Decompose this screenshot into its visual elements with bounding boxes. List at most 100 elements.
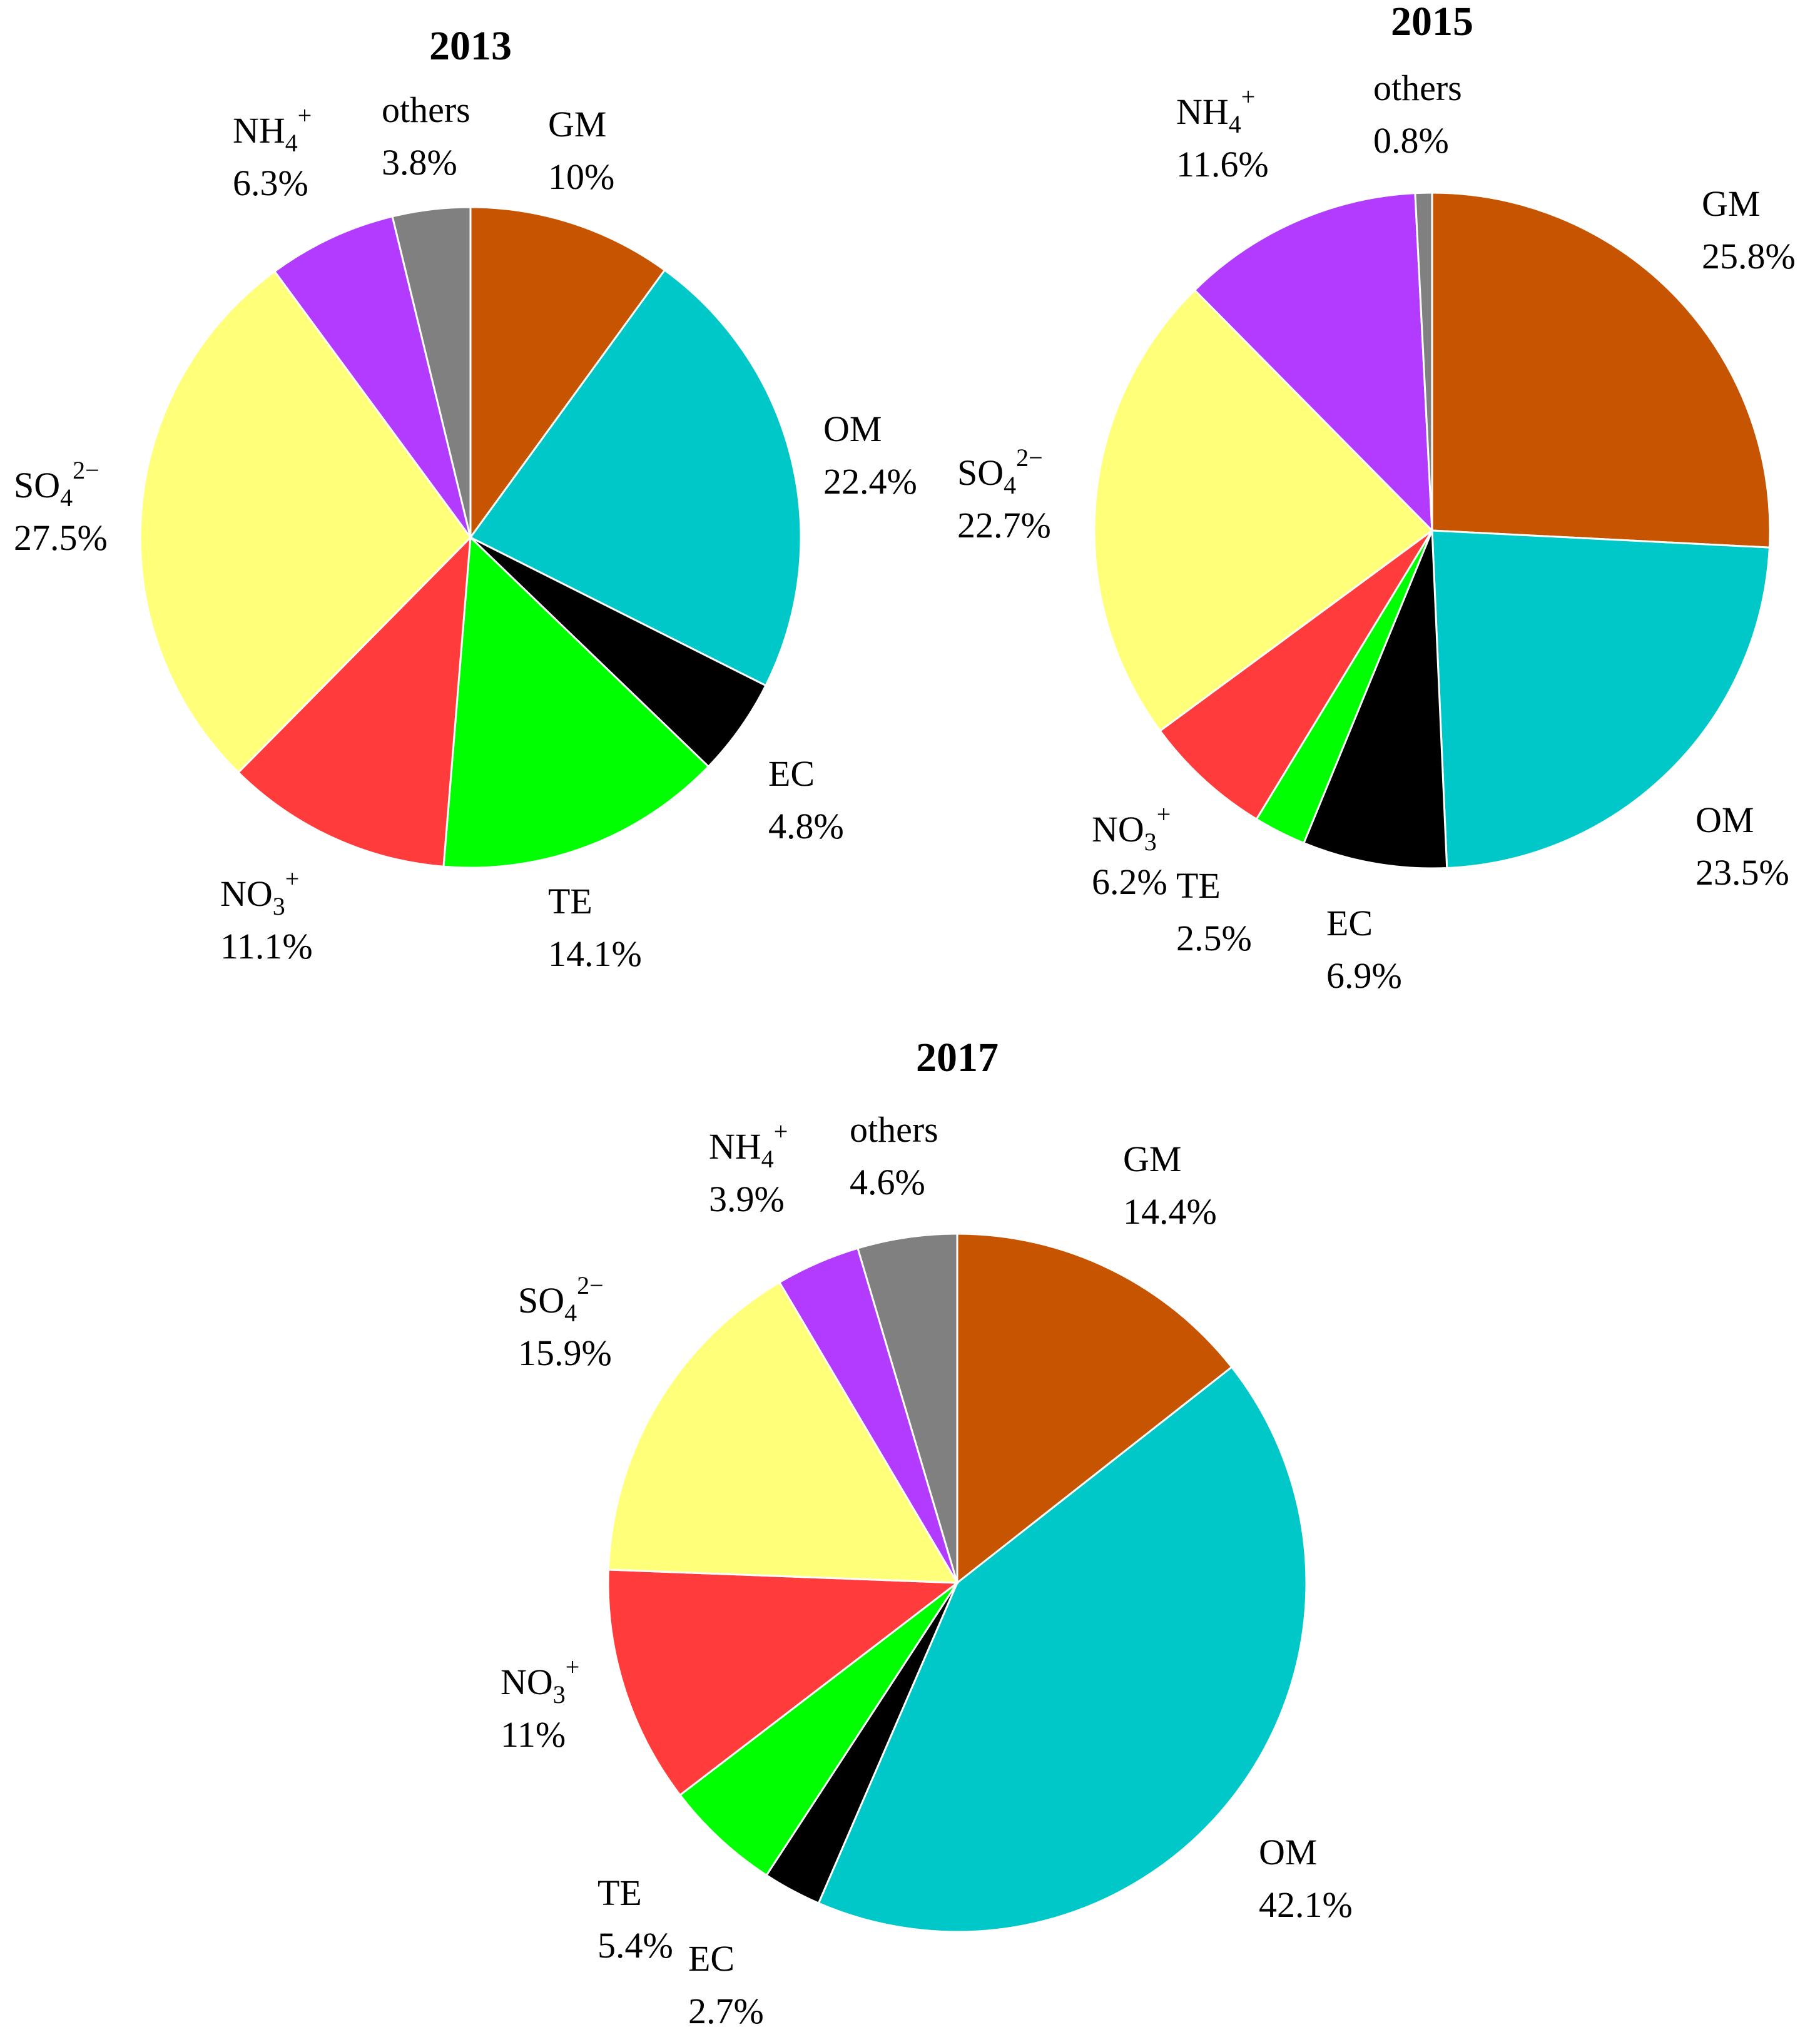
slice-percent: 10% (548, 156, 614, 197)
slice-label-gm: GM 10% (548, 104, 614, 197)
slice-label-so4: SO42− 27.5% (14, 456, 108, 558)
slice-percent: 22.4% (823, 461, 917, 502)
slice-label-om: OM 42.1% (1259, 1832, 1353, 1925)
slice-percent: 42.1% (1259, 1884, 1353, 1925)
pie-slice-no3 (607, 1568, 960, 1797)
slice-percent: 6.9% (1326, 955, 1402, 996)
slice-name: EC (688, 1938, 735, 1979)
pie-slice-others (1414, 191, 1433, 531)
slice-percent: 15.9% (518, 1333, 612, 1373)
pie-slice-om (469, 268, 802, 687)
pie-slice-gm (469, 206, 666, 541)
slice-percent: 11.1% (220, 926, 313, 967)
slice-percent: 14.4% (1123, 1191, 1217, 1232)
slice-label-gm: GM 25.8% (1702, 183, 1796, 277)
pie-slice-gm (1431, 191, 1771, 549)
slice-name: NH4+ (1176, 83, 1255, 138)
slice-label-nh4: NH4+ 11.6% (1176, 83, 1269, 185)
pie-slice-no3 (1159, 529, 1433, 821)
pie-chart-2013: 2013 GM 10% OM 22.4% EC 4.8% TE 14.1% NO3+ 11.1% SO… (14, 23, 917, 974)
slice-name: others (1373, 68, 1462, 108)
slice-percent: 4.8% (768, 806, 844, 846)
slice-name: GM (548, 104, 606, 145)
slice-name: EC (768, 753, 815, 794)
slice-label-others: others 4.6% (850, 1109, 938, 1202)
slice-label-so4: SO42− 15.9% (518, 1271, 612, 1373)
slice-name: NH4+ (233, 101, 312, 157)
slice-label-om: OM 22.4% (823, 409, 917, 502)
slice-label-nh4: NH4+ 3.9% (709, 1117, 788, 1219)
slice-label-others: others 3.8% (382, 89, 470, 183)
pie-slice-om (1431, 529, 1771, 870)
slice-name: NH4+ (709, 1117, 788, 1173)
pie-slice-nh4 (273, 215, 472, 538)
slice-name: OM (823, 409, 882, 449)
slice-label-no3: NO3+ 6.2% (1092, 800, 1171, 902)
pie-slice-te (678, 1582, 958, 1877)
slice-percent: 5.4% (597, 1925, 673, 1966)
slice-percent: 6.3% (233, 163, 308, 203)
slice-label-om: OM 23.5% (1695, 800, 1789, 893)
slice-label-te: TE 2.5% (1176, 865, 1252, 958)
slice-label-nh4: NH4+ 6.3% (233, 101, 312, 203)
slice-label-ec: EC 4.8% (768, 753, 844, 846)
slice-name: NO3+ (501, 1653, 579, 1709)
slice-name: NO3+ (1092, 800, 1171, 856)
slice-percent: 3.8% (382, 142, 457, 183)
pie-slice-nh4 (1193, 192, 1433, 533)
slice-label-no3: NO3+ 11% (501, 1653, 579, 1755)
slice-percent: 2.5% (1176, 918, 1252, 958)
slice-percent: 14.1% (548, 933, 642, 974)
slice-label-te: TE 5.4% (597, 1872, 673, 1966)
pie-slice-gm (956, 1232, 1233, 1585)
pie-slice-so4 (607, 1281, 959, 1584)
slice-label-no3: NO3+ 11.1% (220, 865, 313, 967)
slice-name: TE (1176, 865, 1221, 906)
pie-slice-so4 (139, 270, 472, 774)
slice-name: SO42− (518, 1271, 604, 1327)
slice-name: others (850, 1109, 938, 1150)
slice-percent: 0.8% (1373, 120, 1449, 161)
slice-label-ec: EC 6.9% (1326, 903, 1402, 996)
slice-percent: 11.6% (1176, 144, 1269, 185)
slice-name: TE (548, 881, 592, 922)
chart-title: 2015 (1391, 0, 1473, 44)
slice-label-te: TE 14.1% (548, 881, 642, 974)
slice-name: others (382, 89, 470, 130)
slice-name: NO3+ (220, 865, 299, 920)
chart-title: 2013 (429, 23, 512, 69)
slice-label-gm: GM 14.4% (1123, 1139, 1217, 1232)
slice-name: EC (1326, 903, 1373, 943)
pie-slice-om (817, 1366, 1308, 1933)
slice-percent: 3.9% (709, 1179, 785, 1219)
slice-name: GM (1123, 1139, 1181, 1179)
slice-label-others: others 0.8% (1373, 68, 1462, 161)
slice-percent: 25.8% (1702, 236, 1796, 277)
pie-slice-ec (469, 536, 767, 768)
slice-label-ec: EC 2.7% (688, 1938, 764, 2031)
slice-name: OM (1695, 800, 1754, 840)
slice-percent: 22.7% (957, 505, 1051, 546)
pie-chart-2017: 2017 GM 14.4% OM 42.1% EC 2.7% TE 5.4% NO3+ 11% SO4… (501, 1035, 1353, 2031)
chart-title: 2017 (916, 1035, 999, 1080)
slice-percent: 11% (501, 1714, 566, 1755)
slice-percent: 4.6% (850, 1162, 925, 1202)
slice-name: SO42− (957, 444, 1043, 499)
slice-name: TE (597, 1872, 642, 1913)
pie-slice-so4 (1093, 288, 1434, 733)
pie-chart-2015: 2015 GM 25.8% OM 23.5% EC 6.9% TE 2.5% NO3+ 6.2% SO… (957, 0, 1796, 996)
pie-slice-no3 (236, 535, 472, 868)
slice-label-so4: SO42− 22.7% (957, 444, 1051, 546)
slice-name: OM (1259, 1832, 1317, 1872)
slice-name: GM (1702, 183, 1760, 224)
pie-slice-others (857, 1232, 958, 1583)
slice-percent: 23.5% (1695, 852, 1789, 893)
slice-percent: 6.2% (1092, 861, 1167, 902)
pie-slice-others (391, 206, 472, 538)
pie-slice-ec (1302, 530, 1448, 870)
slice-percent: 27.5% (14, 517, 108, 558)
slice-percent: 2.7% (688, 1991, 764, 2031)
slice-name: SO42− (14, 456, 99, 512)
pie-slice-te (442, 535, 710, 869)
